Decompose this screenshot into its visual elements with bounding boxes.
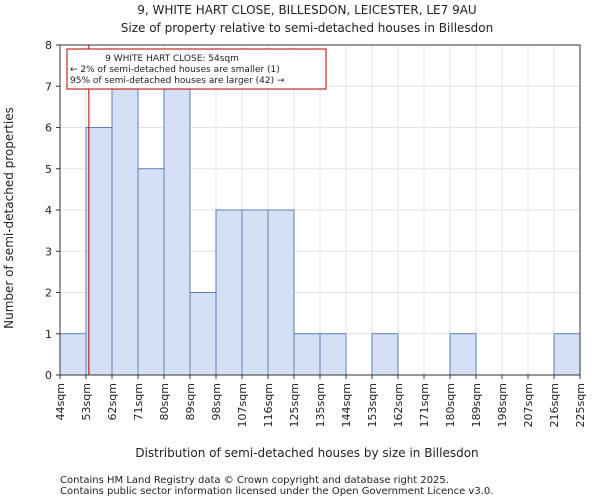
x-ticks: 44sqm 53sqm 62sqm 71sqm 80sqm 89sqm 98sqm 107sq… (54, 375, 587, 427)
x-tick-label: 116sqm (262, 383, 275, 427)
annotation-frame (66, 48, 327, 90)
y-ticks: 0 1 2 3 4 5 6 7 8 (45, 39, 60, 382)
x-tick-label: 207sqm (522, 383, 535, 427)
x-tick-label: 71sqm (132, 383, 145, 420)
y-tick-label: 4 (45, 204, 52, 217)
y-tick-label: 0 (45, 369, 52, 382)
bar (241, 209, 269, 376)
bar (137, 168, 165, 376)
bar (449, 333, 477, 376)
y-tick-label: 2 (45, 287, 52, 300)
x-tick-label: 53sqm (80, 383, 93, 420)
x-tick-label: 189sqm (470, 383, 483, 427)
x-tick-label: 44sqm (54, 383, 67, 420)
x-tick-label: 216sqm (548, 383, 561, 427)
bar (267, 209, 295, 376)
bar (111, 85, 139, 376)
bar (215, 209, 243, 376)
bar (85, 127, 113, 376)
annotation-line-2: ← 2% of semi-detached houses are smaller… (70, 65, 280, 75)
chart-title: 9, WHITE HART CLOSE, BILLESDON, LEICESTE… (137, 3, 476, 17)
y-axis-label: Number of semi-detached properties (2, 107, 16, 329)
bar (293, 333, 321, 376)
x-tick-label: 225sqm (574, 383, 587, 427)
bar (319, 333, 347, 376)
y-tick-label: 1 (45, 328, 52, 341)
chart-subtitle: Size of property relative to semi-detach… (121, 21, 493, 35)
x-tick-label: 198sqm (496, 383, 509, 427)
y-tick-label: 5 (45, 163, 52, 176)
bar (59, 333, 87, 376)
annotation-line-1: 9 WHITE HART CLOSE: 54sqm (105, 54, 239, 64)
bars (59, 85, 581, 376)
x-tick-label: 107sqm (236, 383, 249, 427)
x-tick-label: 98sqm (210, 383, 223, 420)
y-tick-label: 8 (45, 39, 52, 52)
annotation-line-3: 95% of semi-detached houses are larger (… (70, 76, 285, 86)
bar (189, 292, 217, 376)
bar (553, 333, 581, 376)
x-tick-label: 125sqm (288, 383, 301, 427)
x-tick-label: 80sqm (158, 383, 171, 420)
x-tick-label: 62sqm (106, 383, 119, 420)
footer-line-1: Contains HM Land Registry data © Crown c… (60, 475, 449, 486)
x-tick-label: 180sqm (444, 383, 457, 427)
bar (371, 333, 399, 376)
x-tick-label: 135sqm (314, 383, 327, 427)
x-tick-label: 89sqm (184, 383, 197, 420)
x-axis-label: Distribution of semi-detached houses by … (135, 446, 478, 460)
x-tick-label: 171sqm (418, 383, 431, 427)
footer-line-2: Contains public sector information licen… (60, 486, 493, 497)
annotation-box: 9 WHITE HART CLOSE: 54sqm ← 2% of semi-d… (66, 48, 327, 90)
x-tick-label: 144sqm (340, 383, 353, 427)
x-tick-label: 153sqm (366, 383, 379, 427)
y-tick-label: 3 (45, 245, 52, 258)
y-tick-label: 7 (45, 80, 52, 93)
y-tick-label: 6 (45, 122, 52, 135)
x-tick-label: 162sqm (392, 383, 405, 427)
bar (163, 85, 191, 376)
